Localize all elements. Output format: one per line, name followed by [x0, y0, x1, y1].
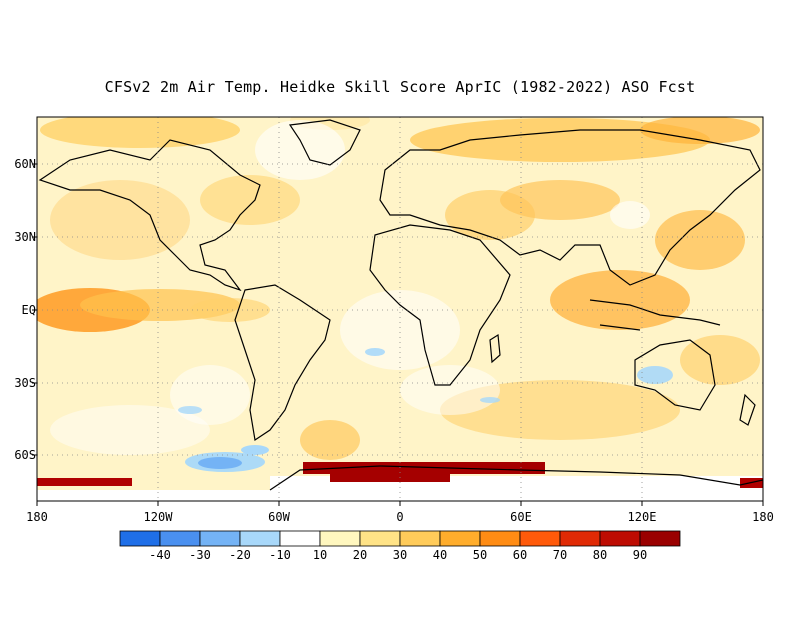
lat-label-60s: 60S — [14, 448, 36, 462]
lon-label-120e: 120E — [627, 510, 657, 524]
colorbar-label: 40 — [432, 548, 448, 562]
colorbar-label: 60 — [512, 548, 528, 562]
lat-label-30s: 30S — [14, 376, 36, 390]
colorbar-swatch — [159, 530, 201, 547]
colorbar-swatch — [639, 530, 681, 547]
map-title: CFSv2 2m Air Temp. Heidke Skill Score Ap… — [104, 78, 696, 96]
lon-label-180e: 180 — [752, 510, 774, 524]
colorbar-swatch — [319, 530, 361, 547]
colorbar-swatch — [399, 530, 441, 547]
colorbar-label: 90 — [632, 548, 648, 562]
colorbar-swatch — [519, 530, 561, 547]
colorbar-label: 80 — [592, 548, 608, 562]
colorbar-label: -30 — [189, 548, 211, 562]
colorbar-label: 10 — [312, 548, 328, 562]
lon-label-60e: 60E — [510, 510, 532, 524]
colorbar-swatch — [359, 530, 401, 547]
coastlines — [38, 119, 763, 491]
colorbar-label: 20 — [352, 548, 368, 562]
colorbar-swatch — [479, 530, 521, 547]
lat-label-eq: EQ — [21, 303, 36, 317]
axis-ticks — [32, 163, 764, 506]
graticule — [37, 117, 763, 501]
lon-label-0: 0 — [396, 510, 404, 524]
colorbar-swatch — [279, 530, 321, 547]
colorbar-label: -10 — [269, 548, 291, 562]
lon-label-180w: 180 — [26, 510, 48, 524]
colorbar-swatch — [559, 530, 601, 547]
colorbar-swatch — [599, 530, 641, 547]
skill-score-field — [37, 117, 763, 501]
lon-label-120w: 120W — [143, 510, 173, 524]
colorbar-swatch — [239, 530, 281, 547]
colorbar-label: 70 — [552, 548, 568, 562]
lat-label-30n: 30N — [14, 230, 36, 244]
colorbar — [119, 530, 681, 547]
colorbar-swatch — [119, 530, 161, 547]
lon-label-60w: 60W — [268, 510, 290, 524]
colorbar-swatch — [199, 530, 241, 547]
colorbar-swatch — [439, 530, 481, 547]
lat-label-60n: 60N — [14, 157, 36, 171]
colorbar-label: -40 — [149, 548, 171, 562]
colorbar-label: 30 — [392, 548, 408, 562]
colorbar-label: -20 — [229, 548, 251, 562]
colorbar-label: 50 — [472, 548, 488, 562]
